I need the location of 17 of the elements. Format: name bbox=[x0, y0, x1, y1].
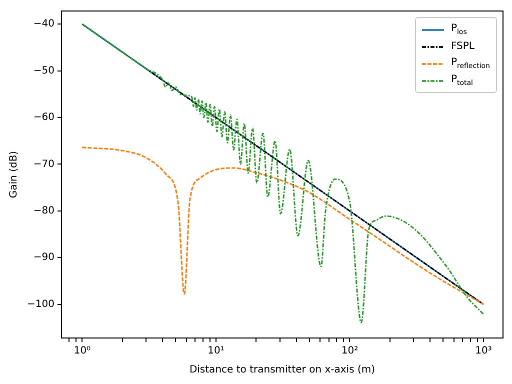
y-tick-label: −50 bbox=[33, 65, 54, 76]
x-tick-label: 10³ bbox=[475, 346, 492, 357]
y-tick-label: −90 bbox=[33, 252, 54, 264]
y-axis-title: Gain (dB) bbox=[8, 150, 20, 198]
legend-label: P$_{los}$ bbox=[450, 23, 467, 36]
x-axis-title: Distance to transmitter on x-axis (m) bbox=[189, 364, 376, 376]
y-tick-label: −70 bbox=[33, 158, 54, 170]
y-tick-label: −100 bbox=[26, 298, 54, 310]
legend-label: P$_{reflection}$ bbox=[450, 57, 490, 70]
x-tick-label: 10⁰ bbox=[74, 346, 91, 357]
x-tick-label: 10¹ bbox=[208, 346, 224, 357]
legend-label: FSPL bbox=[450, 41, 474, 52]
y-tick-label: −60 bbox=[33, 112, 54, 124]
y-tick-label: −80 bbox=[33, 206, 54, 217]
legend-label: P$_{total}$ bbox=[450, 74, 473, 87]
x-tick-label: 10² bbox=[341, 346, 358, 357]
y-tick-label: −40 bbox=[33, 18, 54, 30]
